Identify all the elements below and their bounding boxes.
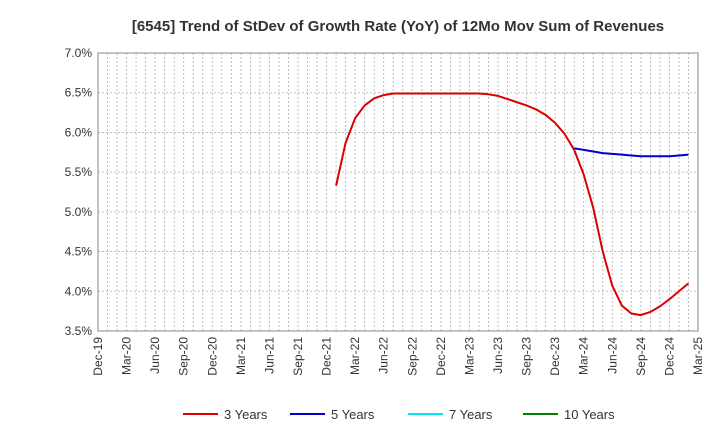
- x-tick-label: Sep-21: [291, 337, 305, 376]
- legend-label: 7 Years: [449, 407, 493, 422]
- x-tick-label: Dec-19: [91, 337, 105, 376]
- x-tick-label: Dec-20: [205, 337, 219, 376]
- legend-item: 10 Years: [523, 407, 615, 422]
- x-tick-label: Jun-23: [491, 337, 505, 374]
- series-line-5-years: [574, 147, 689, 158]
- y-tick-label: 6.0%: [65, 125, 93, 139]
- x-tick-label: Jun-22: [377, 337, 391, 374]
- x-tick-label: Jun-24: [605, 337, 619, 374]
- legend-label: 10 Years: [564, 407, 615, 422]
- legend-label: 3 Years: [224, 407, 268, 422]
- x-tick-label: Sep-23: [520, 337, 534, 376]
- x-tick-label: Mar-22: [348, 337, 362, 375]
- y-tick-label: 6.5%: [65, 86, 93, 100]
- x-tick-label: Sep-24: [634, 337, 648, 376]
- x-tick-label: Dec-21: [320, 337, 334, 376]
- legend-item: 5 Years: [290, 407, 375, 422]
- x-tick-label: Dec-24: [662, 337, 676, 376]
- series-lines: [335, 92, 690, 317]
- x-tick-label: Jun-21: [262, 337, 276, 374]
- x-tick-label: Mar-21: [234, 337, 248, 375]
- y-tick-label: 4.0%: [65, 284, 93, 298]
- chart-title: [6545] Trend of StDev of Growth Rate (Yo…: [132, 18, 664, 35]
- legend-label: 5 Years: [331, 407, 375, 422]
- x-tick-label: Sep-20: [177, 337, 191, 376]
- x-tick-label: Sep-22: [405, 337, 419, 376]
- y-tick-label: 4.5%: [65, 245, 93, 259]
- y-tick-label: 5.0%: [65, 205, 93, 219]
- x-tick-label: Mar-23: [462, 337, 476, 375]
- x-tick-label: Mar-24: [577, 337, 591, 375]
- x-tick-label: Dec-23: [548, 337, 562, 376]
- plot-area: [98, 53, 698, 331]
- x-tick-label: Mar-25: [691, 337, 705, 375]
- y-tick-label: 3.5%: [65, 324, 93, 338]
- series-line-3-years: [335, 92, 690, 317]
- legend-item: 3 Years: [183, 407, 268, 422]
- y-tick-label: 7.0%: [65, 46, 93, 60]
- x-tick-label: Dec-22: [434, 337, 448, 376]
- y-tick-label: 5.5%: [65, 165, 93, 179]
- x-axis: Dec-19 Mar-20 Jun-20 Sep-20 Dec-20 Mar-21 Jun-…: [91, 337, 705, 376]
- legend: 3 Years 5 Years 7 Years 10 Years: [183, 407, 615, 422]
- plot-border: [97, 52, 699, 332]
- x-tick-label: Jun-20: [148, 337, 162, 374]
- x-tick-label: Mar-20: [120, 337, 134, 375]
- y-axis: 3.5% 4.0% 4.5% 5.0% 5.5% 6.0% 6.5% 7.0%: [65, 46, 93, 338]
- legend-item: 7 Years: [408, 407, 493, 422]
